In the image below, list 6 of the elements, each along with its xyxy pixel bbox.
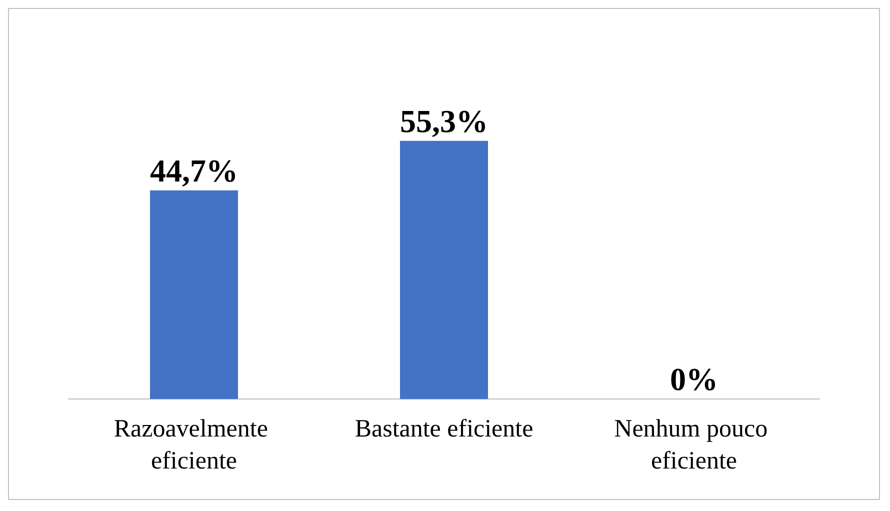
x-tick-label: Nenhum pouco eficiente (614, 416, 774, 474)
x-tick-label: Razoavelmente eficiente (114, 416, 274, 474)
data-label: 0% (670, 361, 718, 397)
data-label: 55,3% (400, 102, 488, 139)
data-label: 44,7% (150, 152, 238, 188)
x-tick-label: Bastante eficiente (354, 416, 534, 442)
